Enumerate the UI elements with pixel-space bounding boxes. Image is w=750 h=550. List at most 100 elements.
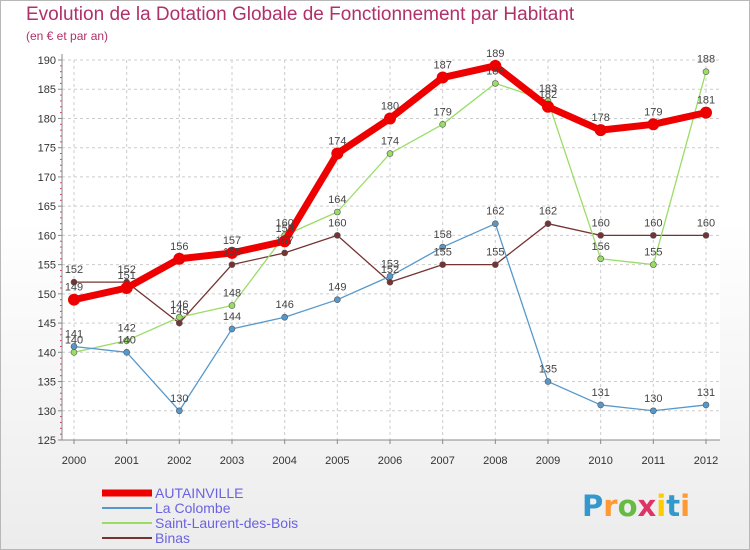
data-point	[386, 278, 394, 286]
x-tick-label: 2003	[220, 455, 244, 467]
y-tick-label: 150	[38, 289, 56, 301]
data-label: 141	[65, 328, 83, 340]
data-label: 140	[117, 334, 135, 346]
series-autainville	[68, 59, 712, 306]
data-label: 144	[223, 311, 241, 323]
data-point	[226, 246, 238, 259]
x-tick-label: 2010	[588, 455, 612, 467]
y-tick-label: 140	[38, 347, 56, 359]
data-point	[647, 118, 660, 131]
data-point	[489, 59, 502, 72]
data-point	[281, 313, 288, 321]
data-label: 180	[381, 100, 399, 112]
data-point	[436, 71, 449, 84]
data-label: 174	[381, 136, 399, 148]
data-label: 152	[381, 264, 399, 276]
data-label: 174	[328, 136, 346, 148]
data-label: 157	[275, 235, 293, 247]
data-label: 156	[591, 241, 609, 253]
data-point	[492, 220, 499, 227]
x-tick-label: 2007	[430, 455, 454, 467]
logo-letter: o	[617, 489, 638, 523]
data-label: 151	[117, 270, 135, 282]
data-label: 183	[539, 83, 557, 95]
logo-letter: r	[603, 489, 618, 523]
data-label: 181	[697, 95, 715, 107]
logo-letter: i	[656, 489, 667, 523]
logo-letter: x	[637, 489, 657, 523]
data-point	[334, 296, 341, 303]
data-point	[70, 349, 78, 356]
data-point	[281, 249, 288, 257]
data-point	[439, 261, 446, 268]
x-tick-label: 2012	[694, 455, 718, 467]
data-point	[597, 232, 604, 239]
legend-label: AUTAINVILLE	[155, 485, 243, 501]
x-tick-label: 2005	[325, 455, 349, 467]
y-tick-label: 190	[38, 55, 56, 67]
data-label: 160	[328, 217, 346, 229]
data-label: 145	[170, 305, 188, 317]
y-tick-label: 130	[38, 406, 56, 418]
data-point	[702, 401, 710, 409]
data-label: 149	[328, 282, 346, 294]
data-point	[70, 343, 78, 350]
data-label: 153	[381, 258, 399, 270]
data-label: 160	[644, 217, 662, 229]
data-point	[334, 232, 341, 239]
x-tick-label: 2006	[378, 455, 402, 467]
data-point	[173, 252, 186, 265]
data-label: 155	[644, 247, 662, 259]
data-point	[70, 278, 78, 286]
data-point	[492, 80, 499, 87]
logo-letter: P	[582, 489, 604, 523]
data-label: 160	[697, 217, 715, 229]
x-tick-label: 2011	[642, 455, 666, 467]
data-point	[176, 319, 183, 327]
data-point	[386, 273, 394, 280]
data-point	[228, 302, 236, 309]
data-point	[123, 337, 130, 344]
data-label: 157	[223, 235, 241, 247]
data-label: 131	[591, 387, 609, 399]
data-label: 152	[117, 264, 135, 276]
data-label: 179	[644, 106, 662, 118]
data-point	[597, 401, 604, 409]
data-label: 148	[223, 288, 241, 300]
y-tick-label: 180	[38, 113, 56, 125]
y-tick-label: 155	[38, 260, 56, 272]
y-tick-label: 125	[38, 435, 56, 447]
data-label: 179	[433, 106, 451, 118]
data-label: 135	[539, 364, 557, 376]
logo-letter: i	[680, 489, 691, 523]
y-tick-label: 160	[38, 230, 56, 242]
chart-subtitle: (en € et par an)	[26, 29, 109, 43]
data-point	[176, 407, 183, 415]
data-point	[702, 68, 710, 75]
data-label: 164	[328, 194, 346, 206]
data-label: 146	[275, 299, 293, 311]
x-tick-label: 2004	[272, 455, 296, 467]
x-tick-label: 2002	[167, 455, 191, 467]
data-label: 155	[433, 247, 451, 259]
data-label: 155	[486, 247, 504, 259]
data-point	[334, 208, 341, 216]
data-label: 162	[539, 206, 557, 218]
x-tick-label: 2009	[536, 455, 560, 467]
data-point	[123, 349, 130, 356]
data-label: 130	[644, 393, 662, 405]
legend-label: Saint-Laurent-des-Bois	[155, 515, 298, 531]
data-label: 155	[223, 247, 241, 259]
data-label: 131	[697, 387, 715, 399]
data-point	[120, 282, 133, 294]
x-tick-label: 2000	[62, 455, 86, 467]
data-point	[439, 121, 446, 128]
data-point	[228, 261, 236, 268]
data-point	[384, 112, 396, 125]
data-label: 159	[275, 223, 293, 235]
legend-label: Binas	[155, 530, 190, 546]
data-label: 186	[486, 65, 504, 77]
data-point	[597, 255, 604, 263]
data-label: 188	[697, 54, 715, 66]
